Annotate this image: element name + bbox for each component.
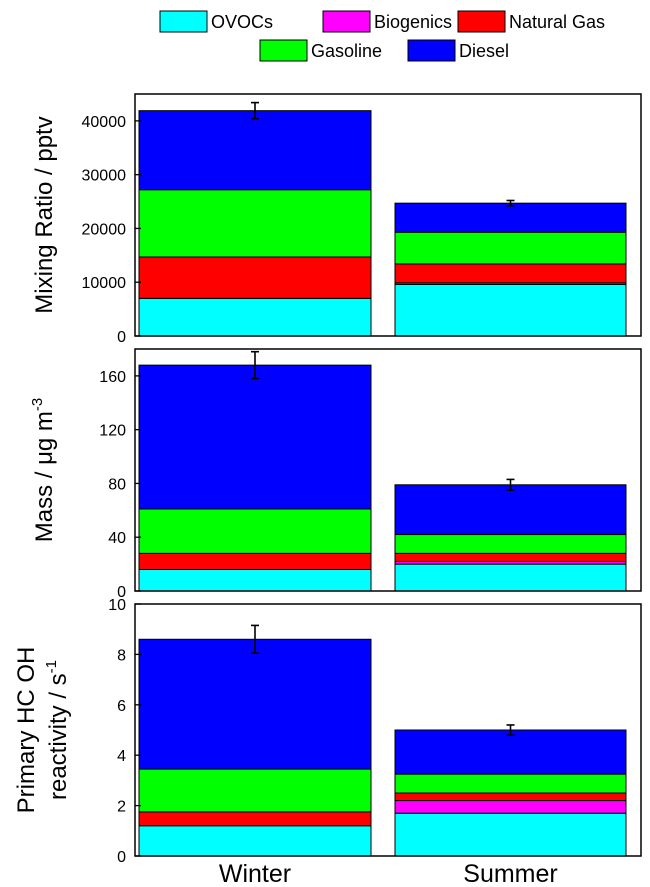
plot-frame <box>134 93 642 337</box>
y-axis-label: Mixing Ratio / pptv <box>31 116 58 313</box>
bar-winter-diesel <box>138 638 372 770</box>
bar-winter-ovocs <box>138 568 372 592</box>
y-tick-label: 4 <box>117 748 126 765</box>
legend-label-natural-gas: Natural Gas <box>509 12 605 32</box>
y-axis-label: Mass / μg m-3 <box>29 398 58 543</box>
y-tick-label: 160 <box>99 369 126 386</box>
legend-label-gasoline: Gasoline <box>311 41 382 61</box>
y-tick-label: 120 <box>99 423 126 440</box>
panel-3: 0 2 4 6 8 10 Primary HC OH reactivity / s-1 <box>13 597 642 866</box>
bar-summer-gasoline <box>394 534 627 554</box>
bar-winter-natural-gas <box>138 256 372 299</box>
bar-winter-ovocs <box>138 297 372 337</box>
panel-2: 0 40 80 120 160 Mass / μg m-3 <box>29 348 642 601</box>
y-tick-label: 40000 <box>82 114 127 131</box>
legend-swatch-biogenics <box>322 10 371 33</box>
legend-label-biogenics: Biogenics <box>374 12 452 32</box>
bar-summer-ovocs <box>394 563 627 592</box>
bar-summer-biogenics <box>394 800 627 814</box>
legend-label-diesel: Diesel <box>459 41 509 61</box>
plot-frame <box>134 348 642 592</box>
bar-winter-diesel <box>138 110 372 191</box>
y-tick-label: 0 <box>117 849 126 866</box>
error-bar-summer <box>506 199 515 207</box>
error-bar-summer <box>506 478 515 491</box>
y-tick-label: 30000 <box>82 168 127 185</box>
panel-1: 0 10000 20000 30000 40000 Mixing Ratio / pptv <box>31 93 642 346</box>
y-tick-label: 2 <box>117 799 126 816</box>
error-bar-winter <box>251 101 259 120</box>
bar-summer-diesel <box>394 484 627 536</box>
legend-swatch-gasoline <box>259 39 308 62</box>
y-tick-label: 0 <box>117 584 126 601</box>
bar-summer-ovocs <box>394 283 627 337</box>
y-axis-label-line2: reactivity / s-1 <box>43 660 72 800</box>
bar-winter-ovocs <box>138 825 372 857</box>
bar-summer-natural-gas <box>394 792 627 802</box>
y-tick-label: 80 <box>108 476 126 493</box>
bar-winter-gasoline <box>138 508 372 554</box>
bar-winter-gasoline <box>138 189 372 258</box>
error-bar-winter <box>251 624 259 654</box>
legend-swatch-natural-gas <box>457 10 506 33</box>
bar-summer-gasoline <box>394 231 627 265</box>
legend: OVOCs Biogenics Natural Gas Gasoline Diesel <box>159 10 605 62</box>
bar-summer-natural-gas <box>394 263 627 284</box>
bar-summer-ovocs <box>394 812 627 857</box>
bar-summer-diesel <box>394 729 627 775</box>
y-tick-label: 8 <box>117 647 126 664</box>
bar-winter-natural-gas <box>138 552 372 570</box>
bar-winter-diesel <box>138 364 372 510</box>
y-tick-label: 10 <box>108 597 126 614</box>
legend-swatch-diesel <box>407 39 456 62</box>
legend-label-ovocs: OVOCs <box>211 12 273 32</box>
chart-panels: 0 10000 20000 30000 40000 Mixing Ratio / pptv… <box>13 93 642 866</box>
y-tick-label: 20000 <box>82 221 127 238</box>
y-tick-label: 40 <box>108 530 126 547</box>
x-category-summer: Summer <box>463 860 557 887</box>
bar-summer-diesel <box>394 202 627 233</box>
x-category-winter: Winter <box>219 860 291 887</box>
error-bar-summer <box>506 724 515 736</box>
x-axis-labels: Winter Summer <box>219 860 558 887</box>
legend-swatch-ovocs <box>159 10 208 33</box>
y-axis-label-line1: Primary HC OH <box>13 647 40 814</box>
bar-winter-natural-gas <box>138 811 372 827</box>
y-tick-label: 0 <box>117 329 126 346</box>
bar-summer-natural-gas <box>394 552 627 562</box>
error-bar-winter <box>251 350 259 380</box>
y-tick-label: 6 <box>117 698 126 715</box>
y-tick-label: 10000 <box>82 275 127 292</box>
plot-frame <box>134 603 642 857</box>
bar-winter-gasoline <box>138 768 372 813</box>
bar-summer-gasoline <box>394 773 627 794</box>
